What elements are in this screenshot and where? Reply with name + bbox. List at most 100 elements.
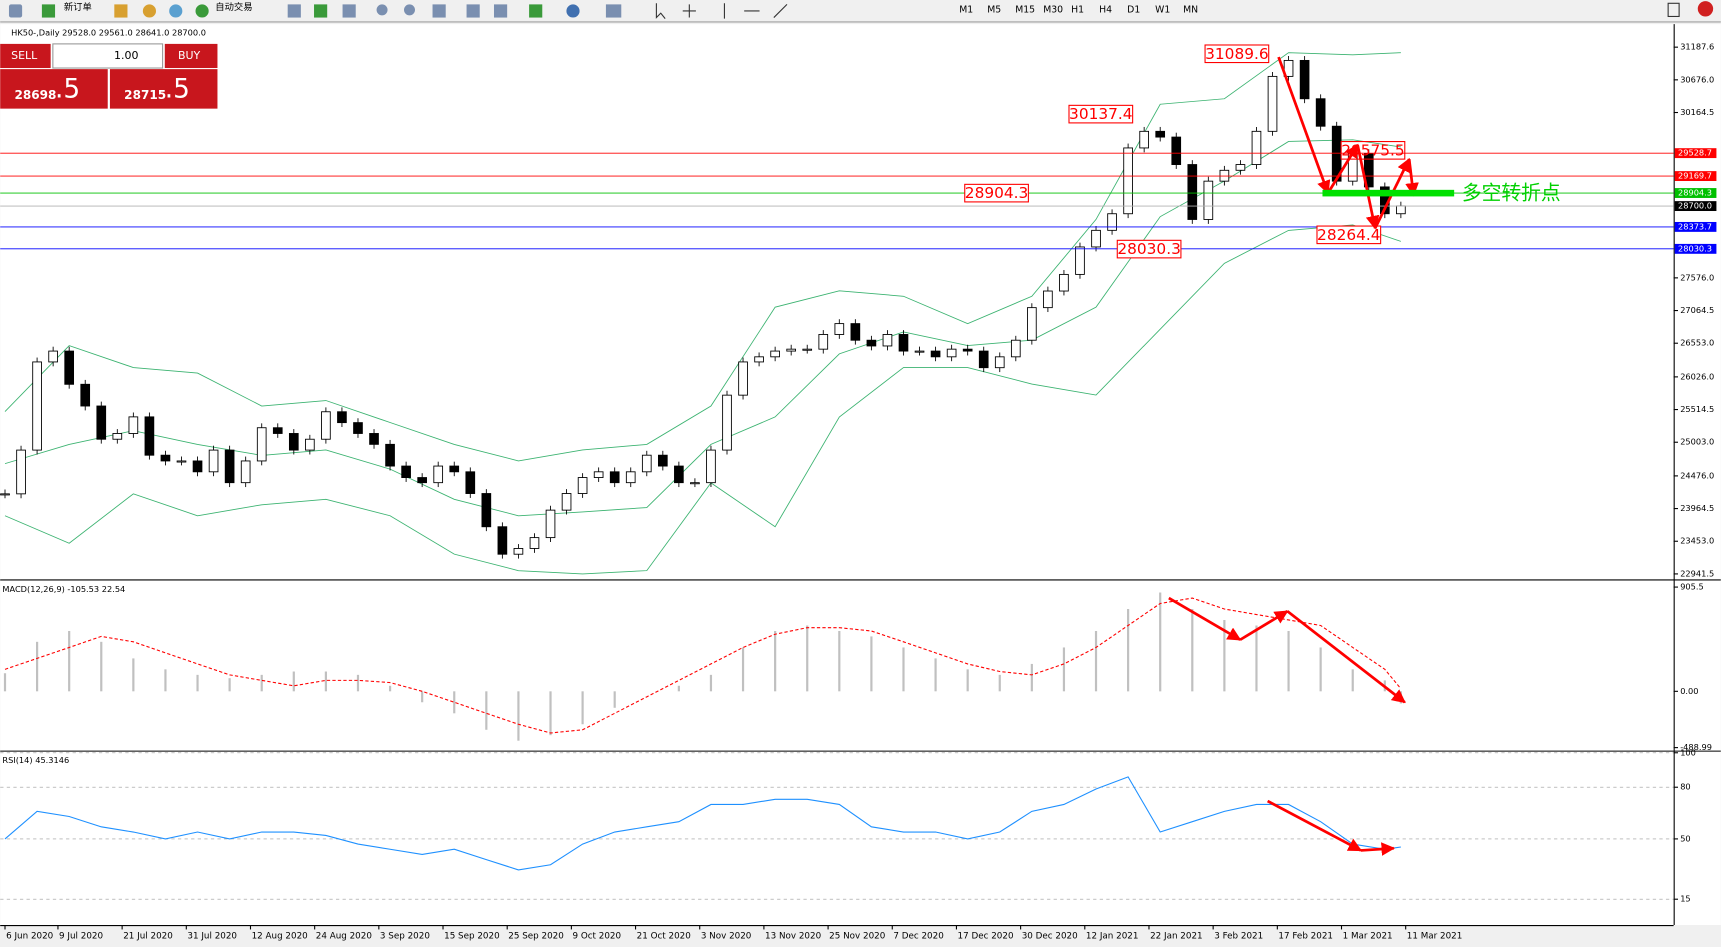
y-tick-label: 26026.0 — [1680, 371, 1714, 381]
candle-body — [738, 361, 748, 396]
timeframe-button[interactable]: W1 — [1155, 4, 1170, 15]
y-tick-label: 0.00 — [1680, 686, 1698, 696]
icon[interactable] — [342, 4, 356, 18]
icon[interactable] — [1667, 2, 1680, 18]
y-tick-label: 25003.0 — [1680, 437, 1714, 447]
lot-input[interactable] — [52, 43, 164, 69]
candle-body — [321, 411, 331, 440]
button-label[interactable]: 自动交易 — [215, 1, 252, 13]
icon[interactable] — [493, 4, 508, 18]
toolbar — [0, 0, 1721, 22]
timeframe-button[interactable]: MN — [1183, 4, 1198, 15]
candle-body — [1203, 180, 1214, 220]
annotation: 28904.3 — [965, 184, 1029, 202]
icon[interactable] — [142, 4, 157, 18]
arrow — [1356, 144, 1380, 230]
y-tick-label: 23964.5 — [1680, 503, 1714, 513]
y-tick-label: 27064.5 — [1680, 305, 1714, 315]
icon[interactable] — [287, 4, 301, 18]
candle-body — [449, 465, 460, 473]
icon[interactable] — [682, 4, 696, 18]
sell-label[interactable]: SELL — [11, 49, 38, 62]
timeframe-button[interactable]: H4 — [1099, 4, 1112, 15]
arrow — [1168, 596, 1242, 641]
candle-body — [16, 449, 26, 495]
ask-price: 28715 — [124, 88, 166, 102]
candle-body — [802, 348, 813, 351]
level-label: 28700.0 — [1678, 201, 1712, 211]
arrow — [1239, 610, 1289, 641]
icon[interactable] — [529, 4, 543, 18]
x-tick-label: 25 Nov 2020 — [829, 932, 885, 942]
candle-body — [545, 509, 556, 539]
candle-body — [32, 361, 42, 451]
candle-body — [609, 471, 620, 484]
candle-body — [674, 465, 684, 484]
level-label: 28904.3 — [1678, 188, 1712, 198]
x-tick-label: 12 Jan 2021 — [1086, 932, 1139, 942]
candle-body — [80, 383, 91, 407]
annotation: 多空转折点 — [1462, 182, 1561, 205]
level-label: 29528.7 — [1678, 148, 1712, 158]
icon[interactable] — [466, 4, 480, 18]
buy-label[interactable]: BUY — [178, 49, 201, 62]
candle-body — [898, 334, 909, 352]
bid-box[interactable] — [0, 69, 108, 109]
timeframe-button[interactable]: M30 — [1043, 4, 1063, 15]
timeframe-button[interactable]: H1 — [1071, 4, 1084, 15]
icon[interactable] — [195, 4, 209, 18]
candle-body — [690, 482, 700, 485]
icon[interactable] — [655, 3, 666, 19]
candle-body — [160, 454, 171, 462]
y-tick-label: 23453.0 — [1680, 536, 1714, 546]
turning-point-bar — [1322, 189, 1455, 197]
icon[interactable] — [566, 4, 580, 18]
candle-body — [1027, 307, 1037, 341]
icon[interactable] — [723, 3, 788, 19]
lot-value[interactable]: 1.00 — [114, 49, 138, 62]
candle-body — [385, 443, 395, 467]
y-tick-label: 80 — [1680, 782, 1690, 792]
candle-body — [994, 356, 1005, 369]
icon[interactable] — [432, 4, 446, 18]
candle-body — [1059, 273, 1069, 292]
y-tick-label: 15 — [1680, 894, 1690, 904]
candle-body — [754, 356, 764, 363]
icon[interactable] — [404, 4, 415, 16]
bollinger-middle — [4, 139, 1401, 517]
candle-body — [1187, 164, 1198, 220]
timeframe-button[interactable]: M1 — [959, 4, 973, 15]
bollinger-upper — [4, 52, 1401, 462]
candle-body — [192, 460, 203, 473]
x-tick-label: 31 Jul 2020 — [187, 932, 237, 942]
annotation-box — [1068, 104, 1134, 124]
ask-pip: .5 — [165, 74, 190, 104]
timeframe-button[interactable]: M5 — [987, 4, 1001, 15]
x-tick-label: 22 Jan 2021 — [1150, 932, 1203, 942]
icon[interactable] — [8, 4, 23, 18]
icon[interactable] — [605, 4, 622, 18]
buy-button[interactable] — [164, 43, 218, 69]
candle-body — [176, 460, 187, 463]
icon[interactable] — [114, 4, 128, 18]
timeframe-button[interactable]: M15 — [1015, 4, 1035, 15]
icon[interactable] — [376, 4, 388, 16]
arrow — [1405, 158, 1419, 197]
icon[interactable] — [41, 4, 56, 18]
level-label: 28030.3 — [1678, 243, 1712, 253]
sell-button[interactable] — [0, 43, 51, 69]
y-tick-label: 31187.6 — [1680, 42, 1714, 52]
candle-body — [657, 454, 668, 467]
candle-body — [1363, 153, 1374, 188]
y-tick-label: 26553.0 — [1680, 338, 1714, 348]
button-label[interactable]: 新订单 — [64, 1, 92, 13]
icon[interactable] — [169, 4, 183, 18]
icon[interactable] — [314, 4, 328, 18]
x-tick-label: 7 Dec 2020 — [893, 932, 943, 942]
notification[interactable] — [1697, 1, 1714, 17]
toolbar-icons — [8, 1, 1714, 19]
ask-box[interactable] — [109, 69, 218, 109]
arrow — [1360, 842, 1396, 856]
timeframe-button[interactable]: D1 — [1127, 4, 1140, 15]
